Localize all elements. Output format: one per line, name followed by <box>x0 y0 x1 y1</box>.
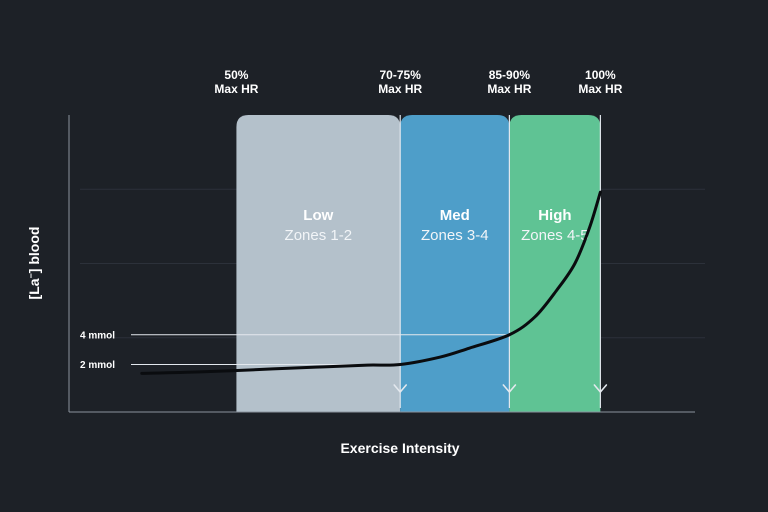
y-axis-title-superscript: − <box>26 273 36 278</box>
zone-name-label: Med <box>440 207 470 224</box>
threshold-label: 4 mmol <box>80 330 115 341</box>
hr-label-maxhr: Max HR <box>487 82 531 96</box>
lactate-curve-line <box>140 190 602 375</box>
zone-sub-label: Zones 4-5 <box>521 227 589 244</box>
zone-band <box>509 115 601 412</box>
y-axis-title-suffix: ] blood <box>26 227 42 274</box>
threshold-label: 2 mmol <box>80 360 115 371</box>
hr-label-percent: 100% <box>585 68 616 82</box>
zone-band <box>236 115 401 412</box>
hr-label-percent: 50% <box>224 68 248 82</box>
lactate-curve <box>140 190 602 375</box>
intensity-zones: Low Zones 1-2 Med Zones 3-4 High Zones 4-5 <box>236 115 601 412</box>
hr-marker-lines <box>393 115 608 408</box>
zone-band <box>400 115 510 412</box>
x-axis-title: Exercise Intensity <box>340 440 459 456</box>
axes <box>68 115 695 413</box>
hr-label-percent: 70-75% <box>380 68 422 82</box>
hr-label-maxhr: Max HR <box>578 82 622 96</box>
hr-label-maxhr: Max HR <box>214 82 258 96</box>
hr-label-percent: 85-90% <box>489 68 531 82</box>
zone-sub-label: Zones 3-4 <box>421 227 489 244</box>
chevron-down-icon <box>393 384 407 394</box>
y-axis-title-prefix: [La <box>26 278 42 299</box>
chevron-down-icon <box>593 384 608 394</box>
zone-name-label: Low <box>303 207 333 224</box>
y-axis-title: [La−] blood <box>26 227 42 300</box>
zone-name-label: High <box>538 207 571 224</box>
chevron-down-icon <box>502 384 517 394</box>
hr-label-maxhr: Max HR <box>378 82 422 96</box>
zone-sub-label: Zones 1-2 <box>285 227 353 244</box>
